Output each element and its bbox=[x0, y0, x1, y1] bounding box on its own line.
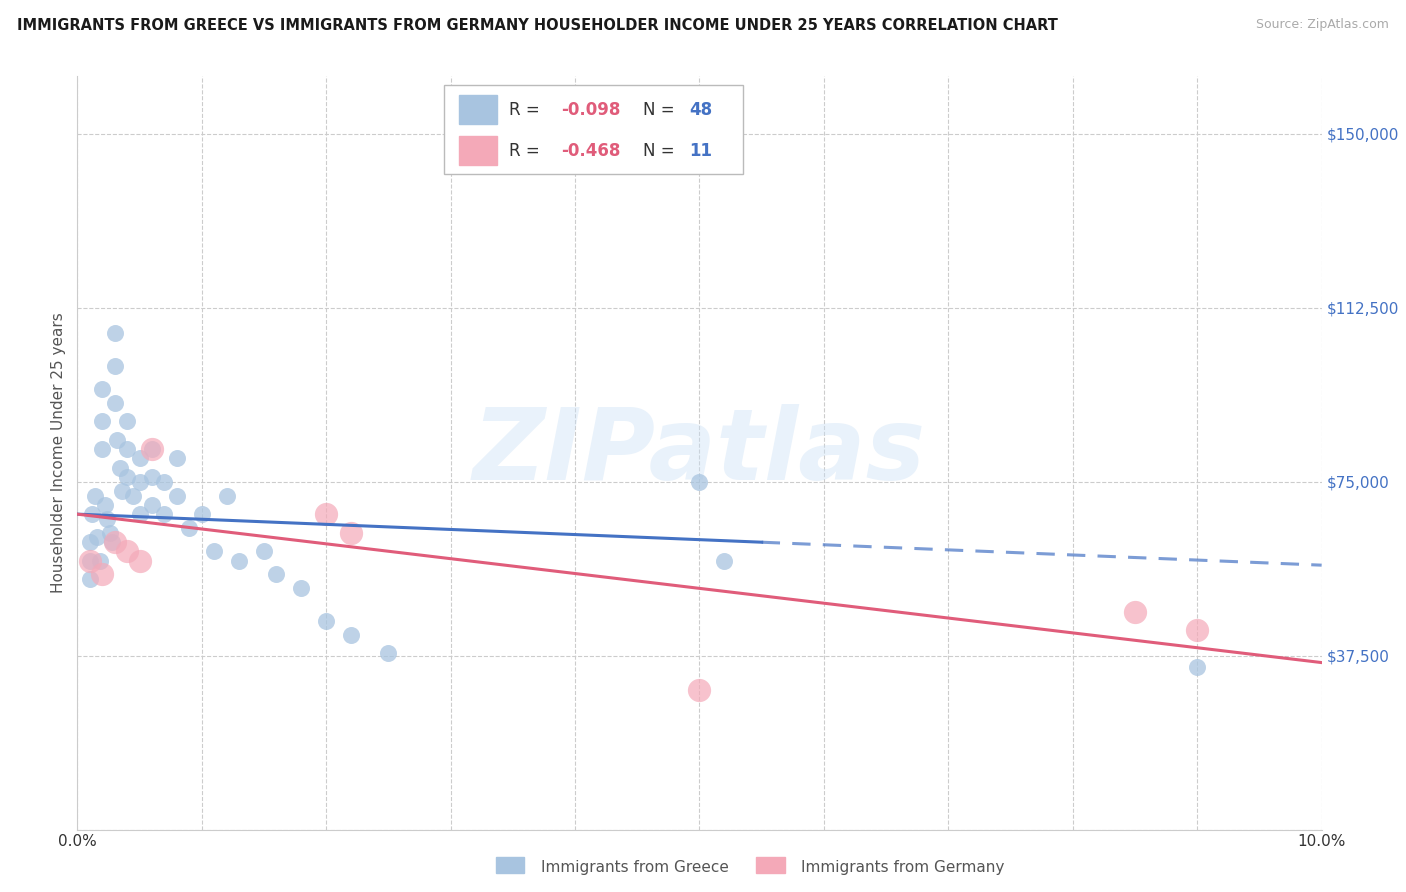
Point bbox=[1123, 605, 1146, 619]
Point bbox=[253, 544, 276, 558]
Text: Immigrants from Germany: Immigrants from Germany bbox=[801, 860, 1005, 874]
Point bbox=[315, 614, 337, 628]
Point bbox=[104, 396, 127, 410]
Text: 48: 48 bbox=[689, 101, 713, 119]
Point bbox=[128, 451, 150, 466]
Point bbox=[115, 544, 138, 558]
Text: -0.468: -0.468 bbox=[561, 142, 620, 160]
Point bbox=[290, 582, 312, 596]
Text: ZIPatlas: ZIPatlas bbox=[472, 404, 927, 501]
Point bbox=[179, 521, 201, 535]
Point bbox=[191, 507, 214, 521]
Point bbox=[83, 489, 105, 503]
Point bbox=[86, 530, 108, 544]
Point bbox=[93, 498, 115, 512]
Point bbox=[153, 475, 176, 489]
Point bbox=[91, 442, 114, 457]
Point bbox=[141, 442, 163, 457]
Text: IMMIGRANTS FROM GREECE VS IMMIGRANTS FROM GERMANY HOUSEHOLDER INCOME UNDER 25 YE: IMMIGRANTS FROM GREECE VS IMMIGRANTS FRO… bbox=[17, 18, 1057, 33]
Point bbox=[215, 489, 238, 503]
Point bbox=[1187, 623, 1209, 637]
Bar bbox=[756, 857, 785, 873]
Point bbox=[689, 475, 711, 489]
Text: -0.098: -0.098 bbox=[561, 101, 620, 119]
Point bbox=[108, 460, 131, 475]
Text: Immigrants from Greece: Immigrants from Greece bbox=[541, 860, 730, 874]
Point bbox=[315, 507, 337, 521]
Text: N =: N = bbox=[644, 101, 681, 119]
Text: R =: R = bbox=[509, 101, 546, 119]
Point bbox=[79, 535, 101, 549]
Point bbox=[115, 470, 138, 484]
Point bbox=[79, 553, 101, 567]
Point bbox=[166, 489, 188, 503]
Point bbox=[153, 507, 176, 521]
Point bbox=[111, 483, 134, 498]
Point bbox=[89, 553, 111, 567]
Point bbox=[115, 414, 138, 428]
Point bbox=[104, 326, 127, 341]
Y-axis label: Householder Income Under 25 years: Householder Income Under 25 years bbox=[51, 312, 66, 593]
Point bbox=[101, 535, 124, 549]
Point bbox=[141, 442, 163, 457]
Text: 11: 11 bbox=[689, 142, 713, 160]
Point bbox=[377, 646, 399, 660]
Point bbox=[115, 442, 138, 457]
Bar bbox=[496, 857, 524, 873]
Point bbox=[91, 567, 114, 582]
Point bbox=[82, 507, 104, 521]
Point bbox=[266, 567, 288, 582]
Point bbox=[128, 507, 150, 521]
Point bbox=[91, 382, 114, 396]
Text: R =: R = bbox=[509, 142, 546, 160]
Point bbox=[228, 553, 250, 567]
Point bbox=[166, 451, 188, 466]
Point bbox=[91, 414, 114, 428]
Point bbox=[122, 489, 145, 503]
Bar bbox=[460, 95, 496, 124]
Point bbox=[105, 433, 128, 447]
Point bbox=[79, 572, 101, 586]
Point bbox=[713, 553, 735, 567]
Point bbox=[202, 544, 225, 558]
Point bbox=[689, 683, 711, 698]
Point bbox=[96, 512, 118, 526]
FancyBboxPatch shape bbox=[444, 85, 742, 174]
Point bbox=[141, 498, 163, 512]
Point bbox=[104, 359, 127, 373]
Point bbox=[340, 628, 363, 642]
Text: Source: ZipAtlas.com: Source: ZipAtlas.com bbox=[1256, 18, 1389, 31]
Point bbox=[79, 553, 101, 567]
Point bbox=[141, 470, 163, 484]
Point bbox=[340, 525, 363, 540]
Point bbox=[104, 535, 127, 549]
Point bbox=[98, 525, 121, 540]
Point bbox=[128, 553, 150, 567]
Point bbox=[1187, 660, 1209, 674]
Bar bbox=[460, 136, 496, 165]
Text: N =: N = bbox=[644, 142, 681, 160]
Point bbox=[128, 475, 150, 489]
